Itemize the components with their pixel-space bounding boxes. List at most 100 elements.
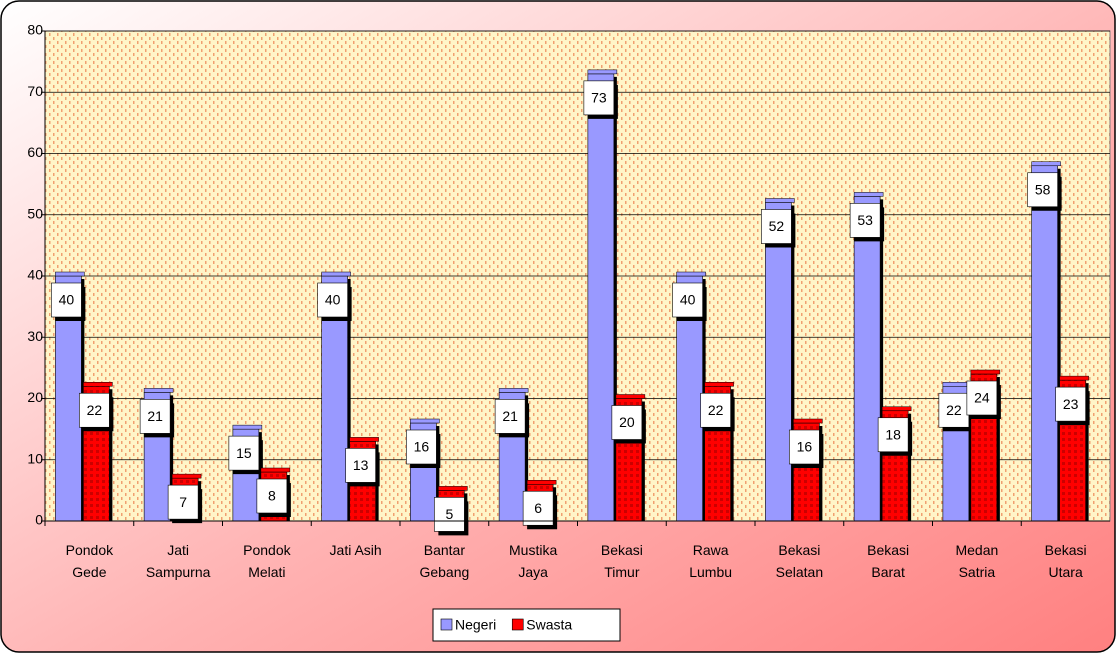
data-label-box (317, 282, 348, 318)
bar-shadow (641, 401, 645, 521)
data-label-box (79, 392, 110, 428)
y-tick-label: 20 (27, 389, 43, 405)
data-label: 58 (1035, 181, 1051, 197)
bar-top (676, 271, 706, 277)
bar-shadow (880, 199, 884, 521)
bar-top (55, 271, 85, 277)
y-tick-label: 60 (27, 144, 43, 160)
x-tick-label: Jati Asih (329, 542, 382, 558)
data-label: 22 (708, 402, 724, 418)
x-tick-label: Medan Satria (955, 542, 999, 580)
bar-shadow (996, 377, 1000, 521)
bar-top (881, 406, 912, 411)
y-tick-label: 80 (27, 22, 43, 38)
data-label: 16 (414, 439, 430, 455)
bar-shadow (819, 426, 823, 521)
data-label: 53 (857, 212, 873, 228)
data-label-box (434, 497, 465, 532)
data-label: 24 (974, 390, 990, 406)
legend-swatch (511, 618, 524, 631)
data-label: 23 (1063, 396, 1079, 412)
x-tick-label: Rawa Lumbu (689, 542, 733, 580)
bar-shadow (525, 395, 529, 521)
data-label-box (966, 380, 998, 416)
bar (1031, 165, 1058, 522)
x-tick-label: Pondok Gede (65, 542, 114, 580)
data-label-box (611, 405, 643, 440)
bar-top (615, 394, 646, 399)
data-label-box (51, 282, 82, 318)
data-label-box (789, 429, 820, 465)
bar-shadow (258, 432, 262, 521)
data-label-box (167, 484, 199, 520)
data-label: 8 (268, 488, 276, 504)
bar-top (1059, 375, 1089, 381)
bar-shadow (791, 205, 795, 521)
bar-top (321, 271, 351, 277)
data-label: 21 (147, 408, 163, 424)
data-label: 5 (445, 506, 453, 522)
data-label-box (494, 399, 526, 434)
bar-shadow (436, 426, 440, 521)
legend-label: Swasta (526, 617, 572, 633)
data-label-box (849, 203, 881, 238)
bar-shadow (109, 389, 113, 521)
x-tick-label: Bekasi Barat (867, 542, 910, 580)
data-label: 52 (769, 218, 785, 234)
data-label: 7 (179, 494, 187, 510)
data-label-box (761, 209, 792, 244)
data-label-box (228, 435, 260, 471)
data-label-box (583, 80, 615, 116)
data-label: 40 (59, 292, 75, 308)
bar (587, 73, 615, 522)
data-label-box (877, 417, 909, 453)
bar-top (704, 382, 734, 387)
bar-top (83, 382, 113, 387)
bar (765, 202, 792, 522)
data-label: 20 (619, 414, 635, 430)
bar-top (438, 486, 468, 491)
bar-shadow (730, 389, 734, 521)
x-tick-label: Pondok Melati (243, 542, 291, 580)
data-label: 18 (885, 426, 901, 442)
x-tick-label: Bantar Gebang (419, 542, 470, 580)
bar-top (232, 424, 263, 430)
data-label: 21 (502, 408, 518, 424)
data-label: 73 (591, 90, 607, 106)
y-tick-label: 40 (27, 267, 43, 283)
bar-top (143, 388, 174, 393)
legend-label: Negeri (455, 617, 496, 633)
x-tick-label: Bekasi Utara (1044, 542, 1087, 580)
data-label-box (345, 448, 376, 483)
bar-top (765, 198, 795, 203)
data-label-box (672, 282, 703, 318)
y-tick-label: 10 (27, 450, 43, 466)
bar-shadow (908, 413, 912, 521)
x-tick-label: Mustika Jaya (509, 542, 558, 580)
data-label: 40 (680, 292, 696, 308)
data-label: 22 (87, 402, 103, 418)
bar-shadow (347, 279, 351, 521)
bar-top (260, 467, 291, 473)
bar-shadow (170, 395, 174, 521)
legend-swatch (440, 618, 453, 631)
x-tick-label: Jati Sampurna (145, 542, 211, 580)
data-label: 16 (797, 439, 813, 455)
bar-shadow (1085, 383, 1089, 521)
bar-top (1031, 161, 1061, 166)
data-label: 6 (534, 500, 542, 516)
bar-top (526, 480, 557, 485)
legend: Negeri Swasta (432, 608, 621, 642)
bar-top (793, 418, 823, 424)
data-label: 22 (946, 402, 962, 418)
bar-top (171, 473, 202, 479)
data-label: 40 (325, 292, 341, 308)
bar-top (410, 418, 440, 424)
data-label-box (139, 399, 171, 434)
bar-shadow (613, 76, 617, 521)
x-tick-label: Bekasi Timur (600, 542, 643, 580)
y-tick-label: 0 (35, 512, 43, 528)
legend-box (432, 608, 621, 642)
data-label-box (1055, 386, 1086, 422)
data-label: 13 (353, 457, 369, 473)
